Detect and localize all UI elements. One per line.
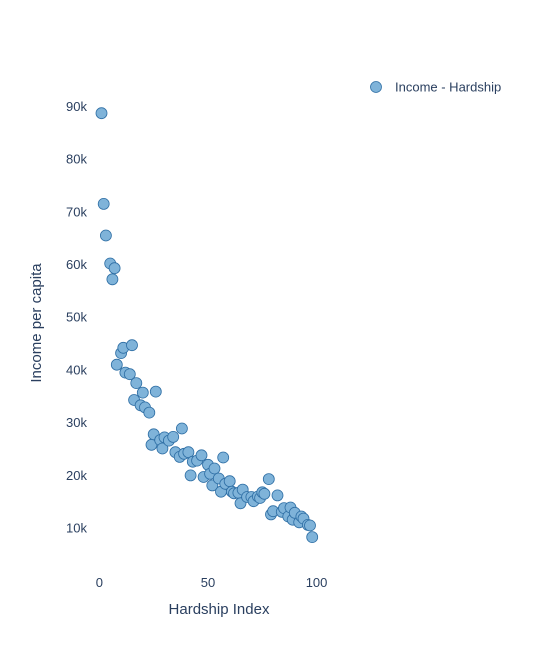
legend-label: Income - Hardship: [395, 80, 501, 95]
data-point[interactable]: [271, 489, 284, 502]
data-point[interactable]: [143, 406, 156, 419]
data-point[interactable]: [97, 197, 110, 210]
legend-marker: [370, 81, 382, 93]
y-tick-label: 50k: [66, 310, 87, 325]
data-point[interactable]: [262, 473, 275, 486]
data-point[interactable]: [167, 430, 180, 443]
y-tick-label: 90k: [66, 99, 87, 114]
data-point[interactable]: [182, 446, 195, 459]
data-point[interactable]: [95, 107, 108, 120]
data-point[interactable]: [223, 475, 236, 488]
data-point[interactable]: [136, 386, 149, 399]
y-axis-ticks: 10k 20k 30k 40k 50k 60k 70k 80k 90k: [66, 99, 87, 536]
data-points: [95, 107, 319, 543]
data-point[interactable]: [306, 531, 319, 543]
data-point[interactable]: [130, 377, 143, 390]
data-point[interactable]: [184, 469, 197, 482]
data-point[interactable]: [156, 442, 169, 455]
data-point[interactable]: [110, 358, 123, 371]
data-point[interactable]: [208, 462, 221, 475]
data-point[interactable]: [304, 519, 316, 532]
data-point[interactable]: [126, 339, 138, 352]
data-point[interactable]: [195, 449, 208, 462]
data-point[interactable]: [106, 273, 119, 286]
y-tick-label: 70k: [66, 204, 87, 219]
y-tick-label: 30k: [66, 415, 87, 430]
data-point[interactable]: [100, 229, 112, 242]
data-point[interactable]: [175, 422, 188, 435]
x-axis-title: Hardship Index: [169, 601, 270, 618]
y-tick-label: 80k: [66, 152, 87, 167]
legend[interactable]: Income - Hardship: [370, 80, 502, 95]
y-tick-label: 20k: [66, 468, 87, 483]
x-tick-label: 0: [96, 575, 103, 590]
x-axis-ticks: 0 50 100: [96, 575, 328, 590]
data-point[interactable]: [108, 262, 121, 275]
x-tick-label: 50: [201, 575, 215, 590]
data-point[interactable]: [123, 368, 136, 381]
data-point[interactable]: [217, 451, 230, 464]
y-tick-label: 10k: [66, 521, 87, 536]
data-point[interactable]: [149, 385, 162, 398]
x-tick-label: 100: [306, 575, 328, 590]
y-tick-label: 40k: [66, 362, 87, 377]
y-tick-label: 60k: [66, 257, 87, 272]
y-axis-title: Income per capita: [28, 263, 45, 383]
data-point[interactable]: [258, 487, 271, 500]
